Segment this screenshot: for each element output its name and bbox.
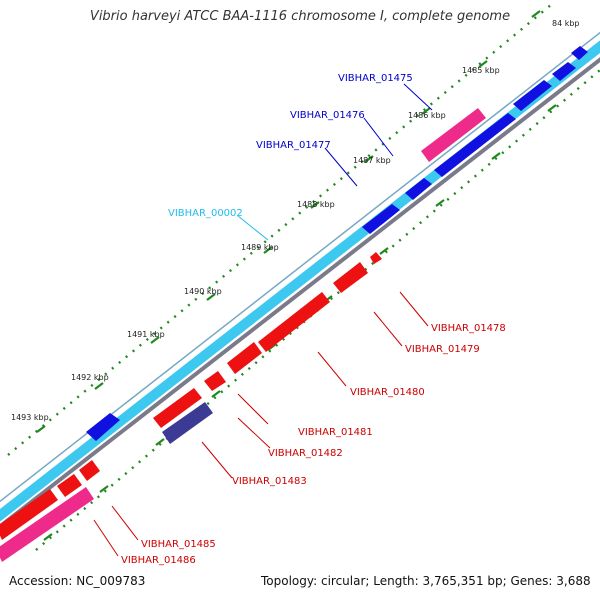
tick-label: 1490 kbp <box>184 287 222 296</box>
gene-label-01475: VIBHAR_01475 <box>338 73 413 84</box>
forward-genes <box>86 46 588 441</box>
tick-label: 1488 kbp <box>297 200 335 209</box>
gene-01484a <box>79 460 100 481</box>
gene-forward-01472 <box>571 46 588 60</box>
gene-01479 <box>333 262 368 293</box>
tick-labels: 84 kbp 1485 kbp 1486 kbp 1487 kbp 1488 k… <box>11 19 580 422</box>
gene-label-01477: VIBHAR_01477 <box>256 140 331 151</box>
tick-label: 1491 kbp <box>127 330 165 339</box>
gene-01484b <box>57 474 82 497</box>
tick-label: 1489 kbp <box>241 243 279 252</box>
gene-01485 <box>0 489 58 540</box>
gene-01481a <box>227 342 262 374</box>
label-leader-lines <box>93 83 433 557</box>
gene-label-01481: VIBHAR_01481 <box>298 427 373 438</box>
gene-forward-01475 <box>434 113 516 177</box>
tick-label: 84 kbp <box>552 19 580 28</box>
tick-label: 1485 kbp <box>462 66 500 75</box>
topology-text: Topology: circular; Length: 3,765,351 bp… <box>261 574 591 588</box>
tick-label: 1493 kbp <box>11 413 49 422</box>
gene-label-00002: VIBHAR_00002 <box>168 208 243 219</box>
gene-label-01480: VIBHAR_01480 <box>350 387 425 398</box>
tick-label: 1487 kbp <box>353 156 391 165</box>
gene-01480 <box>258 292 330 352</box>
gene-01486 <box>0 487 94 562</box>
gene-labels: VIBHAR_01475 VIBHAR_01476 VIBHAR_01477 V… <box>121 73 506 566</box>
tick-marks-outer <box>36 10 541 433</box>
gene-01482 <box>153 388 202 428</box>
gene-01478 <box>370 252 382 264</box>
gene-label-01479: VIBHAR_01479 <box>405 344 480 355</box>
gene-forward-01473 <box>552 62 576 81</box>
gene-label-01485: VIBHAR_01485 <box>141 539 216 550</box>
map-title: Vibrio harveyi ATCC BAA-1116 chromosome … <box>89 9 511 24</box>
gene-label-01478: VIBHAR_01478 <box>431 323 506 334</box>
gene-forward-01476 <box>405 178 432 200</box>
gene-forward-1493 <box>86 413 120 441</box>
backbone-reverse-strand <box>0 57 600 529</box>
gene-01483 <box>162 402 213 444</box>
gene-label-01482: VIBHAR_01482 <box>268 448 343 459</box>
outer-dotted-scale <box>7 3 553 456</box>
gene-01481b <box>204 371 226 391</box>
tick-label: 1486 kbp <box>408 111 446 120</box>
accession-text: Accession: NC_009783 <box>9 574 146 588</box>
gene-label-01483: VIBHAR_01483 <box>232 476 307 487</box>
reverse-genes <box>0 252 382 540</box>
gene-forward-01477 <box>362 204 400 234</box>
tick-label: 1492 kbp <box>71 373 109 382</box>
gene-forward-01474 <box>513 80 552 111</box>
gene-pink-1486kbp <box>421 108 486 162</box>
gene-label-01486: VIBHAR_01486 <box>121 555 196 566</box>
gene-label-01476: VIBHAR_01476 <box>290 110 365 121</box>
